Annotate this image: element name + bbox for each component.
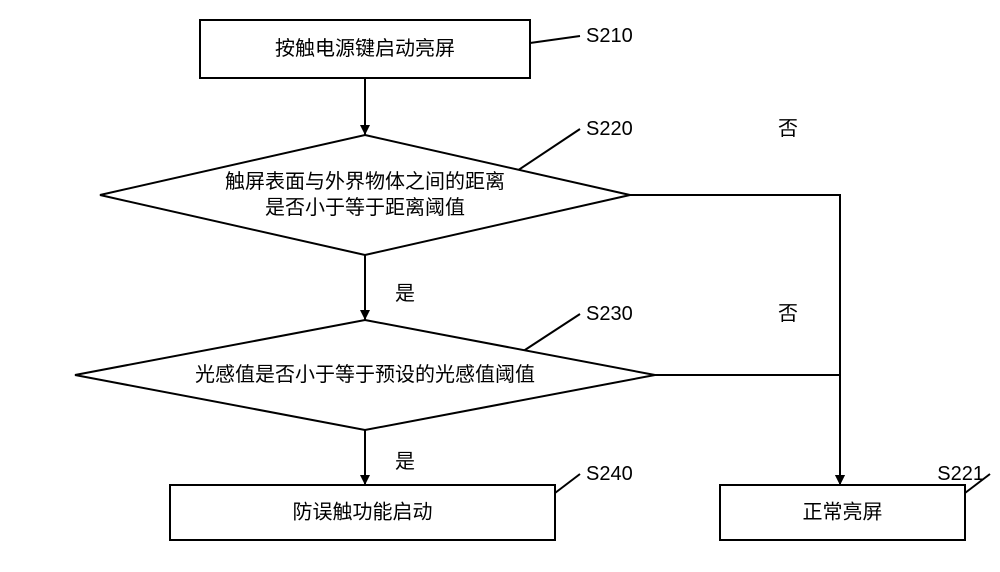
- label-line-s210: [530, 36, 580, 43]
- label-line-s230: [525, 314, 581, 350]
- label-s220: S220: [586, 118, 633, 140]
- node-s220-line1: 触屏表面与外界物体之间的距离: [225, 170, 505, 193]
- label-s230: S230: [586, 303, 633, 325]
- node-s220: [100, 135, 630, 255]
- edge-label-e3: 是: [395, 451, 415, 473]
- node-s240-text: 防误触功能启动: [293, 501, 433, 524]
- edge-label-e5: 否: [778, 303, 798, 325]
- edge-label-e2: 是: [395, 283, 415, 305]
- edge-s230-s221: [655, 375, 840, 485]
- label-line-s220: [519, 129, 580, 170]
- edge-s220-s221: [630, 195, 840, 485]
- node-s230-line1: 光感值是否小于等于预设的光感值阈值: [195, 363, 535, 386]
- node-s220-line2: 是否小于等于距离阈值: [265, 196, 465, 219]
- label-s240: S240: [586, 463, 633, 485]
- label-line-s240: [555, 474, 580, 493]
- label-s221: S221: [937, 463, 984, 485]
- node-s221-text: 正常亮屏: [803, 501, 883, 524]
- edge-label-e4: 否: [778, 118, 798, 140]
- label-s210: S210: [586, 25, 633, 47]
- node-s210-text: 按触电源键启动亮屏: [275, 37, 455, 60]
